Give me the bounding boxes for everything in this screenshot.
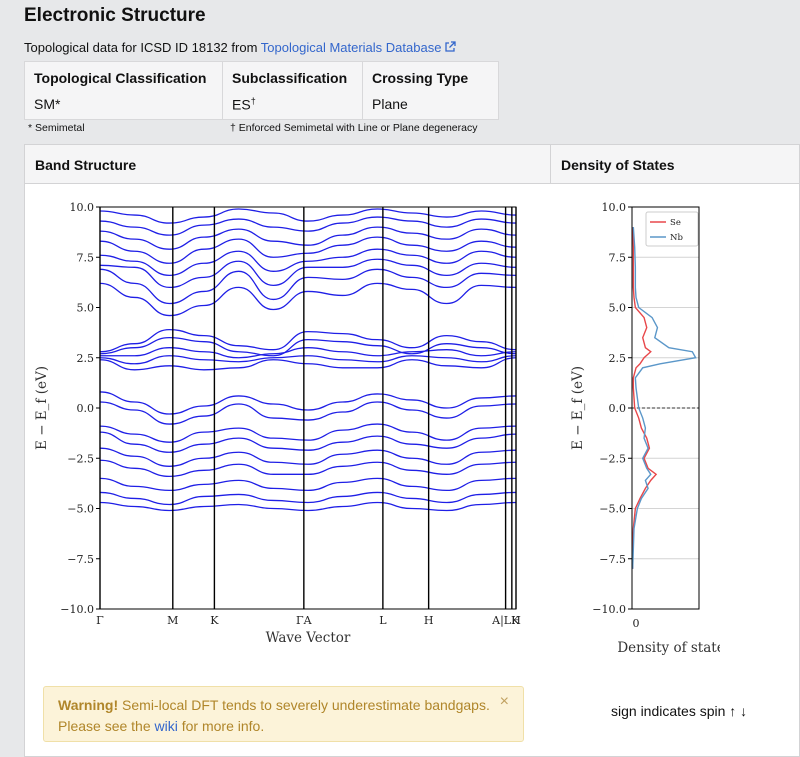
y-tick-label: −5.0 [67, 503, 94, 516]
crossing-header: Crossing Type [372, 70, 469, 86]
kpoint-label: M [167, 614, 178, 627]
dos-ylabel: E − E_f (eV) [570, 366, 586, 450]
y-tick-label: −7.5 [67, 553, 94, 566]
classification-cell: Topological Classification SM* [25, 62, 223, 119]
subclassification-header: Subclassification [232, 70, 348, 86]
band-line [99, 336, 517, 357]
band-line [99, 357, 517, 371]
external-link-icon [445, 41, 457, 52]
kpoint-label: ΓA [296, 614, 313, 627]
warning-strong: Warning! [58, 697, 119, 713]
kpoint-label: H [424, 614, 434, 627]
warning-close-button[interactable]: × [499, 693, 509, 710]
legend-label-se: Se [670, 218, 681, 228]
dos-title: Density of States [561, 157, 675, 173]
band-line [99, 355, 517, 365]
band-ylabel: E − E_f (eV) [34, 366, 50, 450]
dos-y-tick-label: −10.0 [592, 603, 626, 616]
topological-db-link-label[interactable]: Topological Materials Database [260, 40, 442, 55]
dos-y-tick-label: 0.0 [609, 402, 627, 415]
y-tick-label: 0.0 [77, 402, 95, 415]
y-tick-label: 10.0 [70, 201, 95, 214]
warning-text-1: Semi-local DFT tends to severely underes… [118, 697, 490, 713]
dos-xlabel: Density of states [617, 640, 720, 656]
warning-line-1: Warning! Semi-local DFT tends to severel… [58, 695, 523, 716]
kpoint-label: H [511, 614, 521, 627]
band-line [99, 501, 517, 512]
kpoint-label: L [379, 614, 387, 627]
spin-note: sign indicates spin ↑ ↓ [611, 703, 748, 719]
crossing-value: Plane [372, 96, 408, 112]
kpoint-label: A|LK [491, 614, 520, 628]
crossing-cell: Crossing Type Plane [363, 62, 498, 119]
band-line [99, 401, 517, 425]
band-xlabel: Wave Vector [266, 630, 351, 646]
warning-text-2-prefix: Please see the [58, 718, 155, 734]
band-line [99, 236, 517, 264]
band-line [99, 477, 517, 492]
legend-label-nb: Nb [670, 233, 683, 243]
panel-header: Band Structure Density of States [25, 145, 799, 184]
band-line [99, 347, 517, 359]
panel-header-divider [550, 145, 551, 184]
dos-y-tick-label: −2.5 [599, 452, 626, 465]
classification-header: Topological Classification [34, 70, 207, 86]
footnote-semimetal: * Semimetal [28, 122, 85, 134]
subclassification-dagger: † [250, 96, 256, 106]
classification-value: SM* [34, 96, 61, 112]
subclassification-value-wrap: ES† [232, 96, 362, 113]
band-line [99, 328, 517, 353]
band-line [99, 391, 517, 415]
footnote-enforced: † Enforced Semimetal with Line or Plane … [230, 122, 478, 134]
dos-y-tick-label: −5.0 [599, 503, 626, 516]
dos-series-se [631, 227, 658, 569]
kpoint-label: Γ [96, 614, 104, 627]
y-tick-label: 2.5 [77, 352, 95, 365]
band-line [99, 248, 517, 276]
kpoint-label: K [210, 614, 219, 627]
source-prefix: Topological data for ICSD ID 18132 from [24, 40, 261, 55]
band-line [99, 447, 517, 467]
band-line [99, 423, 517, 443]
dos-y-tick-label: 10.0 [602, 201, 627, 214]
dos-x-tick-label: 0 [633, 617, 640, 630]
y-tick-label: 7.5 [77, 251, 95, 264]
wiki-link[interactable]: wiki [154, 718, 178, 734]
warning-line-2: Please see the wiki for more info. [58, 716, 523, 737]
band-line [99, 431, 517, 453]
topology-table: Topological Classification SM* Subclassi… [24, 61, 499, 120]
y-tick-label: 5.0 [77, 302, 95, 315]
dos-y-tick-label: 2.5 [609, 352, 627, 365]
band-line [99, 459, 517, 477]
page-title: Electronic Structure [24, 5, 206, 26]
dos-series-nb [631, 227, 697, 569]
warning-text-2-suffix: for more info. [177, 718, 265, 734]
subclassification-cell: Subclassification ES† [223, 62, 363, 119]
band-structure-chart: 10.0 7.5 5.0 2.5 0.0 −2.5 −5.0 −7.5 −10.0Γ M K ΓA L H… [34, 201, 521, 646]
topological-db-link[interactable]: Topological Materials Database [261, 40, 457, 55]
y-tick-label: −10.0 [60, 603, 94, 616]
dos-y-tick-label: 7.5 [609, 251, 627, 264]
source-line: Topological data for ICSD ID 18132 from … [24, 40, 457, 55]
band-line [99, 216, 517, 236]
band-line [99, 226, 517, 250]
bandgap-warning: Warning! Semi-local DFT tends to severel… [43, 686, 524, 742]
band-line [99, 491, 517, 506]
dos-y-tick-label: −7.5 [599, 553, 626, 566]
subclassification-value: ES [232, 96, 251, 113]
band-line [99, 258, 517, 289]
band-line [99, 268, 517, 305]
band-structure-title: Band Structure [35, 157, 137, 173]
y-tick-label: −2.5 [67, 452, 94, 465]
dos-y-tick-label: 5.0 [609, 302, 627, 315]
dos-chart: 10.0 7.5 5.0 2.5 0.0 −2.5 −5.0 −7.5 −10.0 0 Densit… [570, 201, 720, 656]
band-line [99, 282, 517, 317]
band-line [99, 208, 517, 224]
